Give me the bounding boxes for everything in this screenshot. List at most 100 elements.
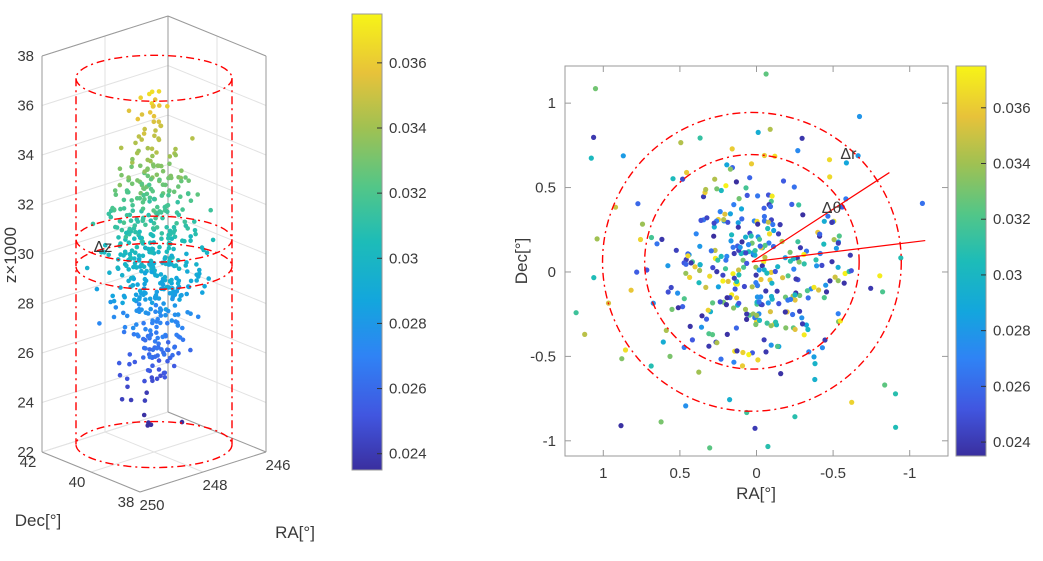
data-point — [151, 208, 156, 213]
data-point — [826, 157, 833, 163]
data-point — [743, 250, 749, 256]
data-point — [805, 295, 811, 301]
tick-label: 38 — [118, 494, 135, 511]
data-point — [736, 267, 742, 273]
data-point — [186, 178, 191, 183]
data-point — [210, 237, 216, 243]
data-point — [683, 261, 689, 267]
data-point — [127, 226, 132, 232]
data-point — [744, 260, 750, 266]
data-point — [753, 272, 759, 278]
data-point — [724, 331, 730, 337]
data-point — [754, 312, 760, 318]
data-point — [106, 211, 112, 217]
data-point — [158, 373, 163, 379]
data-point — [147, 199, 152, 204]
data-point — [758, 294, 764, 300]
data-point — [154, 273, 160, 279]
data-point — [748, 233, 754, 239]
tick-label: 0.036 — [389, 55, 427, 72]
data-point — [769, 193, 775, 199]
data-point — [821, 241, 827, 247]
data-point — [167, 278, 173, 284]
data-point — [744, 192, 750, 198]
data-point — [717, 209, 723, 215]
data-point — [150, 320, 155, 326]
data-point — [145, 423, 150, 428]
cylinder-outline — [75, 420, 233, 469]
data-point — [154, 319, 159, 324]
data-point — [761, 337, 767, 343]
data-point — [697, 135, 703, 141]
data-point — [125, 384, 130, 390]
data-point — [152, 354, 158, 360]
data-point — [134, 322, 139, 327]
data-point — [745, 242, 752, 248]
data-point — [136, 333, 141, 339]
data-point — [141, 320, 146, 326]
data-point — [768, 323, 774, 329]
data-point — [110, 293, 115, 299]
data-point — [135, 116, 141, 122]
data-point — [94, 286, 100, 292]
data-point — [141, 131, 147, 136]
data-point — [158, 320, 163, 326]
data-point — [620, 153, 626, 159]
tick-label: 0.026 — [993, 378, 1031, 395]
data-point — [756, 317, 763, 323]
data-point — [142, 270, 148, 276]
data-point — [168, 173, 174, 179]
data-point — [124, 376, 130, 382]
data-point — [84, 265, 90, 271]
tick-label: 24 — [17, 395, 34, 412]
data-point — [774, 288, 780, 294]
data-point — [118, 206, 123, 212]
data-point — [628, 287, 634, 293]
data-point — [707, 445, 713, 451]
data-point — [149, 250, 154, 255]
data-point — [128, 397, 134, 403]
data-point — [153, 302, 159, 308]
data-point — [744, 316, 750, 322]
data-point — [128, 255, 133, 260]
data-point — [176, 278, 182, 284]
data-point — [675, 290, 681, 296]
data-point — [703, 316, 710, 322]
tick-label: 0.032 — [389, 185, 427, 202]
data-point — [175, 323, 181, 328]
data-point — [204, 250, 210, 256]
data-point — [832, 274, 838, 280]
data-point — [893, 424, 899, 430]
data-point — [167, 258, 172, 264]
data-point — [167, 161, 172, 167]
data-point — [180, 325, 185, 331]
data-point — [752, 248, 758, 254]
data-point — [727, 166, 734, 172]
data-point — [130, 325, 136, 331]
data-point — [819, 262, 825, 268]
data-point — [130, 208, 136, 213]
data-point — [855, 153, 861, 159]
data-point — [665, 263, 671, 269]
data-point — [106, 252, 111, 258]
data-point — [670, 176, 676, 182]
data-point — [764, 320, 770, 326]
data-point — [154, 324, 159, 330]
data-point — [174, 221, 179, 226]
data-point — [175, 199, 180, 205]
data-point — [132, 236, 137, 241]
data-point — [142, 197, 147, 202]
cylinder-outline — [75, 54, 233, 102]
data-point — [148, 232, 154, 237]
data-point — [782, 309, 788, 315]
data-point — [669, 306, 675, 312]
data-point — [739, 363, 746, 369]
data-point — [692, 264, 698, 270]
data-point — [708, 248, 714, 254]
data-point — [151, 119, 157, 125]
data-point — [648, 363, 654, 369]
data-point — [122, 324, 128, 330]
data-point — [173, 319, 178, 324]
data-point — [157, 244, 162, 250]
data-point — [126, 108, 132, 114]
